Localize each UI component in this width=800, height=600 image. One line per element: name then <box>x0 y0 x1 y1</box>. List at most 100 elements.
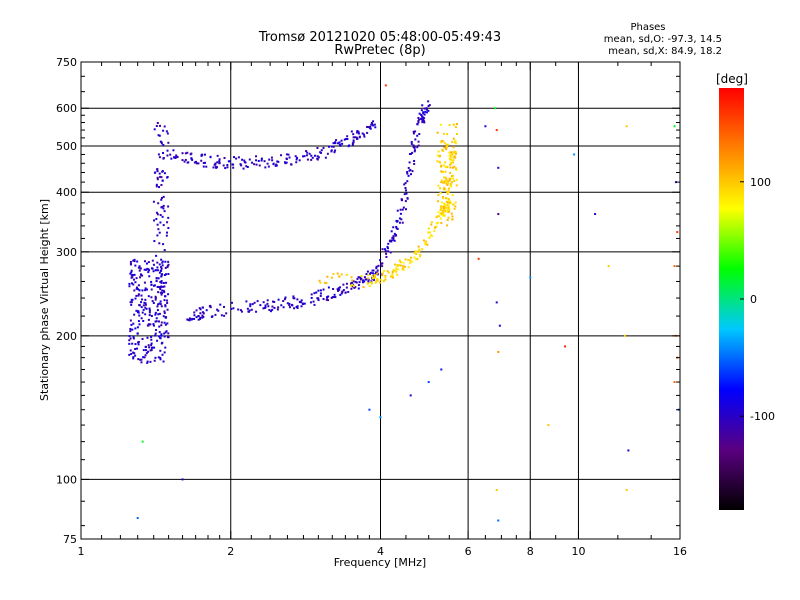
data-point <box>244 161 247 164</box>
data-point <box>200 153 203 156</box>
data-point <box>375 267 378 270</box>
data-point <box>130 352 133 355</box>
data-point <box>420 113 423 116</box>
data-point <box>446 204 449 207</box>
data-point <box>359 278 362 281</box>
data-point <box>422 111 425 114</box>
data-point <box>384 84 387 87</box>
data-point <box>415 250 418 253</box>
data-point <box>339 293 342 296</box>
data-point <box>424 243 427 246</box>
data-point <box>144 313 147 316</box>
chart-title: Tromsø 20121020 05:48:00-05:49:43 <box>258 30 501 45</box>
data-point <box>159 175 162 178</box>
data-point <box>226 164 229 167</box>
data-point <box>146 361 149 364</box>
data-point <box>358 135 361 138</box>
data-point <box>369 127 372 130</box>
data-point <box>163 299 166 302</box>
data-point <box>422 116 425 119</box>
data-point <box>393 232 396 235</box>
data-point <box>439 217 442 220</box>
data-point <box>317 299 320 302</box>
data-point <box>156 122 159 125</box>
data-point <box>285 157 288 160</box>
data-point <box>407 258 410 261</box>
data-point <box>330 150 333 153</box>
data-point <box>166 231 169 234</box>
data-point <box>173 156 176 159</box>
data-point <box>445 206 448 209</box>
data-point <box>166 154 169 157</box>
data-point <box>327 286 330 289</box>
data-point <box>394 263 397 266</box>
data-point <box>447 208 450 211</box>
data-point <box>416 123 419 126</box>
data-point <box>374 281 377 284</box>
data-point <box>158 325 161 328</box>
data-point <box>306 151 309 154</box>
data-point <box>147 323 150 326</box>
data-point <box>381 262 384 265</box>
data-point <box>405 208 408 211</box>
data-point <box>152 263 155 266</box>
data-point <box>428 231 431 234</box>
data-point <box>427 100 430 103</box>
data-point <box>149 360 152 363</box>
data-point <box>395 234 398 237</box>
data-point <box>296 305 299 308</box>
data-point <box>131 342 134 345</box>
data-point <box>167 332 170 335</box>
data-point <box>409 394 412 397</box>
data-point <box>418 248 421 251</box>
data-point <box>354 136 357 139</box>
data-point <box>447 206 450 209</box>
data-point <box>627 449 630 452</box>
data-point <box>312 300 315 303</box>
data-point <box>146 324 149 327</box>
data-point <box>167 216 170 219</box>
data-point <box>448 187 451 190</box>
y-tick-label: 750 <box>56 56 77 69</box>
data-point <box>184 158 187 161</box>
data-point <box>416 146 419 149</box>
data-point <box>350 130 353 133</box>
data-point <box>143 301 146 304</box>
data-point <box>166 176 169 179</box>
data-point <box>175 154 178 157</box>
data-point <box>130 269 133 272</box>
data-point <box>356 137 359 140</box>
data-point <box>391 273 394 276</box>
data-point <box>137 294 140 297</box>
data-point <box>451 161 454 164</box>
data-point <box>156 170 159 173</box>
data-point <box>162 224 165 227</box>
data-point <box>412 144 415 147</box>
data-point <box>417 116 420 119</box>
data-point <box>391 271 394 274</box>
data-point <box>440 179 443 182</box>
data-point <box>133 273 136 276</box>
data-point <box>384 278 387 281</box>
data-point <box>316 157 319 160</box>
data-point <box>449 155 452 158</box>
data-point <box>253 163 256 166</box>
data-point <box>374 274 377 277</box>
data-point <box>129 319 132 322</box>
data-point <box>266 162 269 165</box>
data-point <box>357 287 360 290</box>
data-point <box>405 189 408 192</box>
data-point <box>399 208 402 211</box>
data-point <box>439 161 442 164</box>
data-point <box>233 156 236 159</box>
data-point <box>136 311 139 314</box>
data-point <box>308 152 311 155</box>
data-point <box>128 339 131 342</box>
data-point <box>181 159 184 162</box>
data-point <box>154 334 157 337</box>
data-point <box>137 343 140 346</box>
data-point <box>140 301 143 304</box>
data-point <box>137 358 140 361</box>
data-point <box>166 322 169 325</box>
data-point <box>150 296 153 299</box>
